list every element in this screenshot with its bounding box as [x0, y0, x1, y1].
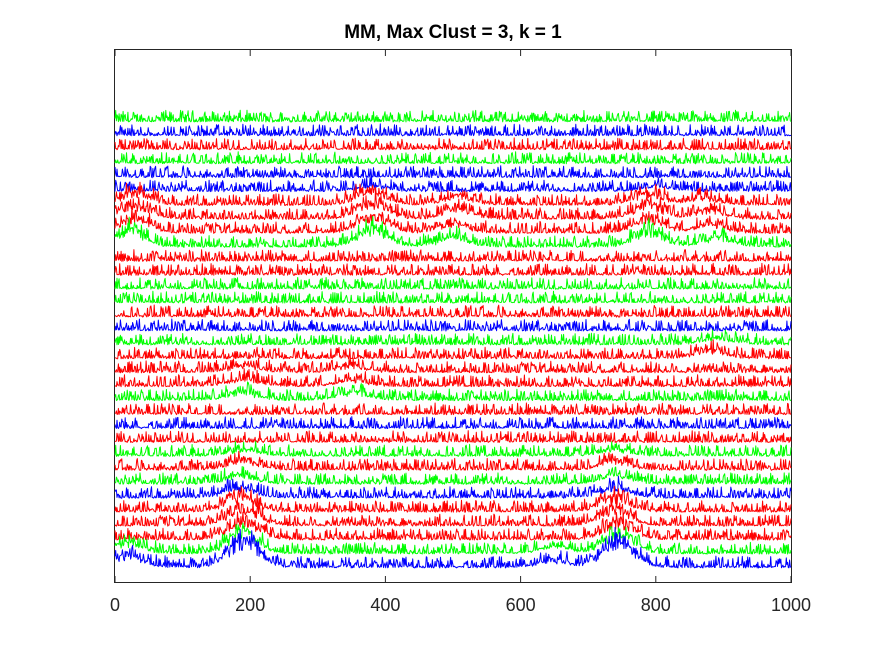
trace-line-11-red [114, 249, 792, 262]
trace-line-9-red [114, 205, 792, 234]
trace-line-30-red [114, 500, 792, 527]
trace-line-14-green [114, 290, 792, 304]
x-tick-label: 800 [641, 595, 671, 615]
x-tick-label: 600 [506, 595, 536, 615]
trace-line-8-red [114, 189, 792, 220]
trace-line-19-red [114, 357, 792, 374]
trace-line-10-green [114, 215, 792, 248]
trace-line-29-red [114, 486, 792, 513]
trace-line-32-green [114, 522, 792, 555]
trace-line-6-blue [114, 175, 792, 193]
x-tick-label: 1000 [771, 595, 811, 615]
trace-line-4-green [114, 151, 792, 165]
trace-line-12-red [114, 262, 792, 276]
x-tick-label: 0 [110, 595, 120, 615]
trace-line-2-blue [114, 123, 792, 137]
trace-line-20-red [114, 368, 792, 388]
trace-line-3-red [114, 137, 792, 151]
trace-line-7-red [114, 181, 792, 207]
trace-line-33-blue [114, 526, 792, 569]
trace-line-16-blue [114, 318, 792, 332]
trace-line-17-green [114, 329, 792, 346]
x-ticks-group: 0 200 400 600 800 1000 [110, 50, 811, 615]
trace-line-24-red [114, 430, 792, 444]
trace-line-26-red [114, 450, 792, 471]
x-tick-label: 400 [370, 595, 400, 615]
trace-line-18-red [114, 339, 791, 360]
trace-line-23-blue [114, 416, 792, 430]
trace-line-28-blue [114, 475, 792, 499]
plot-area: 0 200 400 600 800 1000 [110, 49, 811, 615]
trace-line-15-red [114, 304, 792, 318]
trace-line-25-green [114, 440, 792, 457]
trace-line-22-red [114, 402, 792, 416]
chart-title: MM, Max Clust = 3, k = 1 [344, 22, 562, 43]
trace-line-21-green [114, 381, 792, 402]
axes-box [114, 49, 792, 583]
trace-line-31-red [114, 511, 792, 541]
trace-line-1-green [114, 109, 792, 123]
traces-group [114, 109, 792, 569]
trace-line-5-blue [114, 165, 792, 179]
x-tick-label: 200 [235, 595, 265, 615]
trace-line-13-green [114, 277, 792, 290]
